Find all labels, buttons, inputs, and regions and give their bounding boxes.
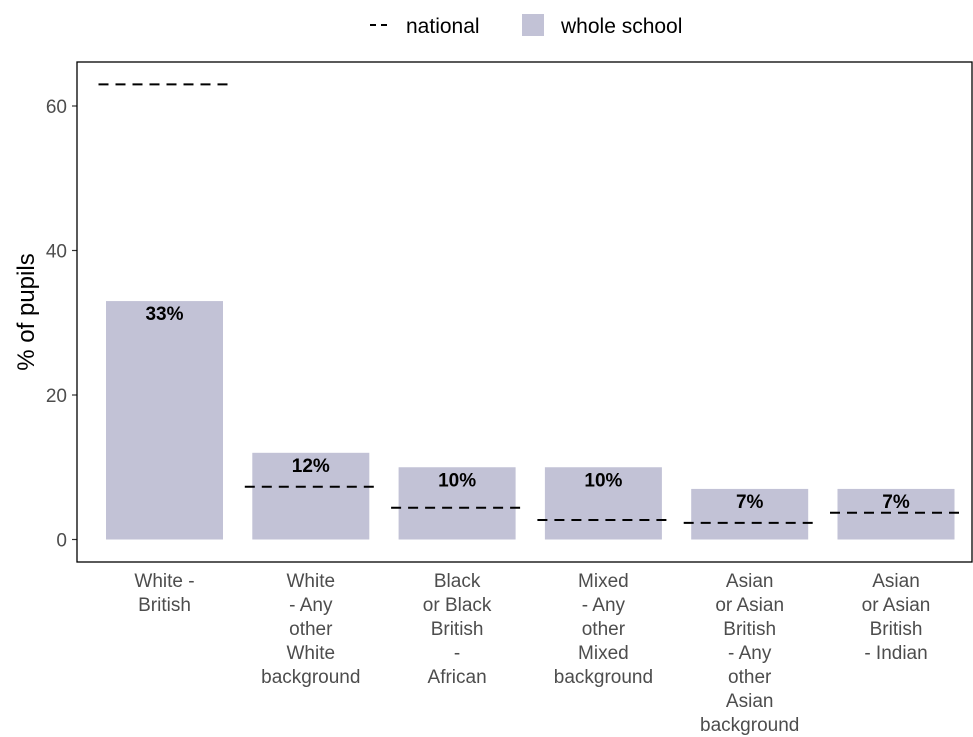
x-axis: White -British White - Any other White backgr…	[134, 571, 930, 736]
data-label: 12%	[292, 456, 330, 477]
y-tick-label: 40	[46, 242, 67, 263]
data-labels: 33% 12% 10% 10% 7% 7%	[145, 304, 909, 513]
x-tick-label: Asian or Asian British - Indian	[862, 571, 931, 664]
national-lines	[98, 83, 962, 524]
bar	[252, 452, 370, 540]
data-label: 10%	[584, 470, 622, 491]
plot-border	[76, 61, 973, 563]
y-axis-title: % of pupils	[13, 253, 40, 370]
bar	[691, 488, 809, 540]
y-tick-label: 0	[56, 531, 67, 552]
bar	[544, 467, 662, 540]
x-tick-label: White -British	[134, 571, 194, 616]
legend-national-label: national	[406, 15, 480, 38]
bars	[106, 301, 955, 540]
y-tick-label: 20	[46, 386, 67, 407]
bar	[837, 488, 955, 540]
y-tick-label: 60	[46, 97, 67, 118]
data-label: 7%	[882, 492, 910, 513]
legend-whole-school-label: whole school	[560, 15, 682, 38]
data-label: 33%	[145, 304, 183, 325]
legend-whole-school-swatch	[522, 14, 544, 36]
data-label: 10%	[438, 470, 476, 491]
x-tick-label: Black or Black British -African	[423, 571, 492, 688]
bar	[398, 467, 516, 540]
data-label: 7%	[736, 492, 764, 513]
legend: national whole school	[370, 14, 682, 38]
x-tick-label: Asian or Asian British - Any other Asian backg…	[700, 571, 799, 736]
bar	[106, 301, 223, 540]
y-axis: 0 20 40 60	[46, 97, 77, 552]
x-tick-label: Mixed - Any other Mixed background	[554, 571, 653, 688]
x-tick-label: White - Any other White background	[261, 571, 360, 688]
